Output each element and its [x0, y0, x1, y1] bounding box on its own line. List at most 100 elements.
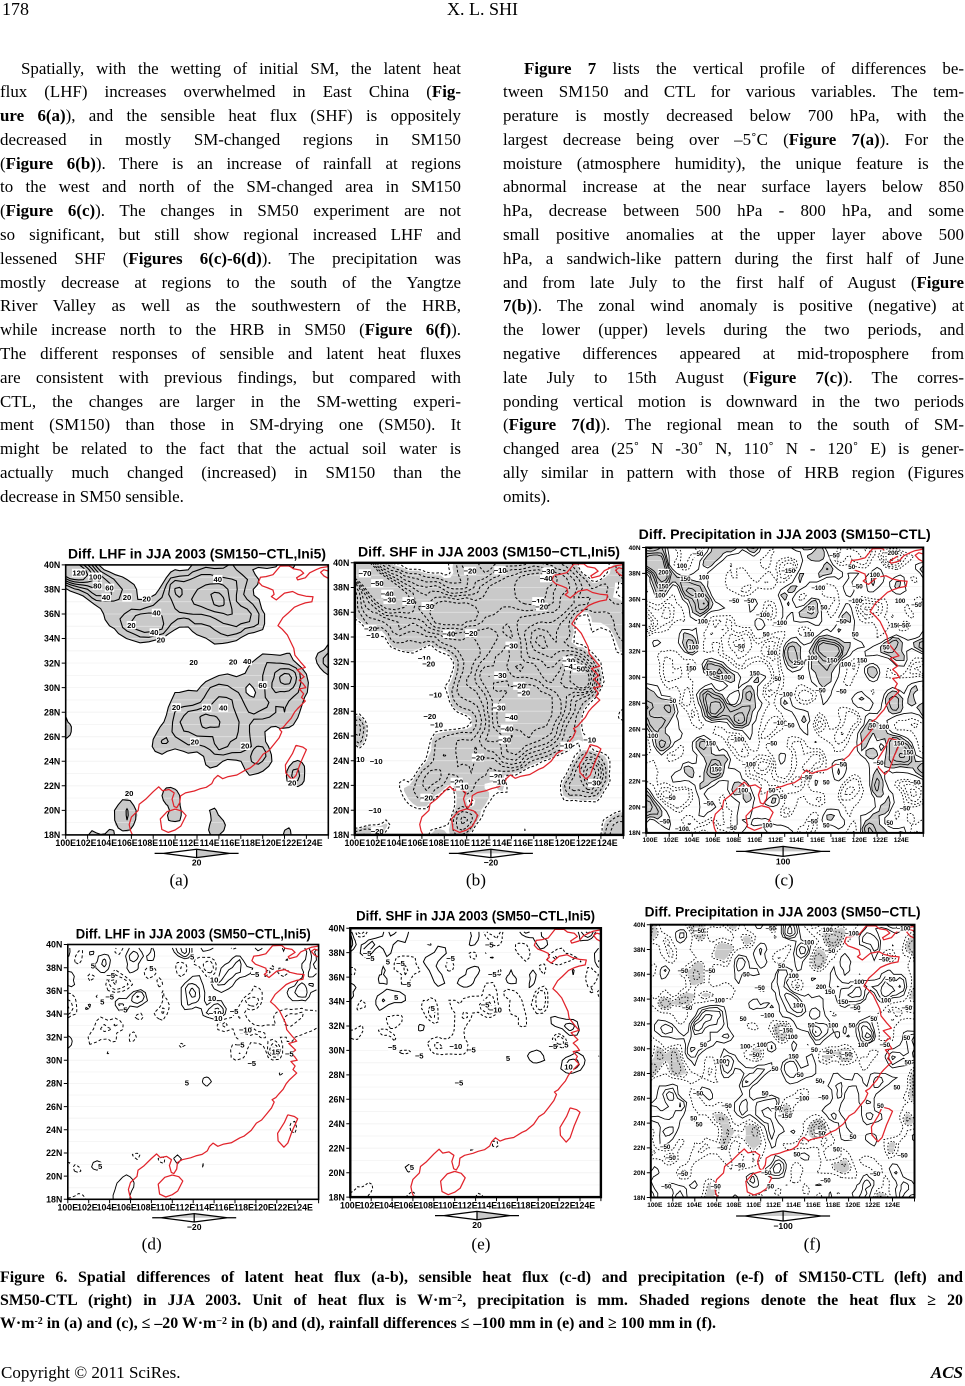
svg-text:−50: −50: [693, 551, 704, 558]
svg-text:−100: −100: [795, 1096, 809, 1103]
svg-text:100: 100: [767, 650, 778, 657]
svg-text:50: 50: [850, 1134, 857, 1141]
svg-text:−100: −100: [742, 761, 756, 768]
svg-text:36N: 36N: [46, 986, 62, 996]
svg-text:20: 20: [191, 737, 200, 746]
svg-text:118E: 118E: [826, 1202, 841, 1209]
svg-text:−10: −10: [429, 690, 442, 699]
svg-text:5: 5: [98, 1162, 103, 1171]
svg-text:100E: 100E: [340, 1200, 361, 1210]
svg-text:10: 10: [214, 1014, 223, 1023]
svg-text:−10: −10: [494, 566, 507, 575]
svg-text:20N: 20N: [329, 1168, 345, 1178]
svg-text:−20: −20: [513, 682, 526, 691]
svg-text:80: 80: [93, 582, 102, 591]
svg-text:Diff. SHF in JJA 2003 (SM50−CT: Diff. SHF in JJA 2003 (SM50−CTL,Ini5): [356, 909, 595, 924]
svg-text:−100: −100: [773, 720, 787, 727]
svg-text:100: 100: [807, 655, 818, 662]
svg-text:124E: 124E: [597, 838, 618, 848]
svg-text:150: 150: [838, 999, 849, 1006]
svg-text:−20: −20: [420, 794, 433, 803]
svg-text:20: 20: [127, 621, 136, 630]
svg-text:−50: −50: [873, 760, 884, 767]
svg-text:38N: 38N: [329, 948, 345, 958]
svg-text:120E: 120E: [845, 1202, 861, 1209]
svg-text:116E: 116E: [513, 838, 533, 848]
svg-text:110E: 110E: [747, 837, 762, 844]
svg-text:−10: −10: [370, 757, 383, 766]
svg-text:26N: 26N: [633, 1096, 645, 1103]
svg-text:−10: −10: [493, 778, 506, 787]
svg-text:5: 5: [185, 1079, 190, 1088]
svg-text:50: 50: [848, 564, 855, 571]
svg-text:100: 100: [841, 662, 852, 669]
svg-text:24N: 24N: [629, 752, 641, 759]
svg-text:122E: 122E: [865, 1202, 881, 1209]
svg-text:150: 150: [711, 767, 722, 774]
svg-text:102E: 102E: [77, 1203, 98, 1213]
svg-text:112E: 112E: [179, 838, 199, 848]
svg-text:30N: 30N: [44, 683, 60, 693]
svg-text:22N: 22N: [46, 1148, 62, 1158]
svg-text:150: 150: [788, 1053, 799, 1060]
svg-text:−5: −5: [247, 1059, 256, 1068]
svg-text:−50: −50: [900, 806, 911, 813]
svg-text:100: 100: [870, 572, 881, 579]
svg-text:32N: 32N: [629, 649, 641, 656]
svg-text:5: 5: [431, 1004, 436, 1013]
svg-text:102E: 102E: [663, 837, 679, 844]
svg-text:18N: 18N: [44, 830, 60, 840]
svg-text:24N: 24N: [329, 1119, 345, 1129]
svg-text:34N: 34N: [633, 996, 645, 1003]
svg-text:−50: −50: [710, 1184, 721, 1191]
svg-text:100: 100: [698, 619, 709, 626]
svg-text:32N: 32N: [329, 1021, 345, 1031]
svg-text:−5: −5: [236, 1041, 245, 1050]
svg-text:50: 50: [780, 794, 787, 801]
svg-text:22N: 22N: [44, 781, 60, 791]
svg-text:22N: 22N: [333, 781, 349, 791]
svg-text:−5: −5: [363, 949, 372, 958]
svg-text:112E: 112E: [471, 838, 491, 848]
svg-text:28N: 28N: [629, 701, 641, 708]
svg-text:100E: 100E: [55, 838, 76, 848]
svg-text:150: 150: [825, 989, 836, 996]
svg-text:10: 10: [564, 1063, 573, 1072]
svg-text:18N: 18N: [333, 830, 349, 840]
svg-text:10: 10: [208, 994, 217, 1003]
svg-text:36N: 36N: [629, 597, 641, 604]
svg-text:50: 50: [833, 1146, 840, 1153]
svg-text:150: 150: [827, 658, 838, 665]
svg-text:122E: 122E: [873, 837, 889, 844]
svg-text:150: 150: [890, 623, 901, 630]
svg-text:32N: 32N: [44, 658, 60, 668]
svg-text:−100: −100: [756, 612, 770, 619]
svg-text:5: 5: [91, 962, 96, 971]
svg-text:−5: −5: [388, 1043, 397, 1052]
svg-text:30N: 30N: [333, 682, 349, 692]
svg-text:150: 150: [686, 665, 697, 672]
svg-text:−50: −50: [836, 689, 847, 696]
svg-text:118E: 118E: [534, 838, 554, 848]
svg-text:40: 40: [152, 609, 161, 618]
svg-text:108E: 108E: [726, 1202, 742, 1209]
svg-text:100: 100: [655, 593, 666, 600]
svg-text:−5: −5: [446, 954, 455, 963]
svg-text:114E: 114E: [477, 1200, 497, 1210]
svg-text:120E: 120E: [852, 837, 868, 844]
svg-text:20: 20: [241, 742, 250, 751]
svg-text:50: 50: [743, 972, 750, 979]
svg-text:124E: 124E: [885, 1202, 901, 1209]
svg-text:40N: 40N: [46, 940, 62, 950]
svg-text:24N: 24N: [44, 757, 60, 767]
svg-text:−50: −50: [852, 584, 863, 591]
svg-text:20N: 20N: [46, 1171, 62, 1181]
svg-text:22N: 22N: [633, 1145, 645, 1152]
svg-text:−50: −50: [694, 928, 705, 935]
svg-text:(e): (e): [471, 1235, 490, 1254]
svg-text:−5: −5: [488, 970, 497, 979]
svg-text:120E: 120E: [536, 1200, 557, 1210]
svg-text:−30: −30: [493, 703, 506, 712]
svg-text:−100: −100: [811, 585, 825, 592]
svg-text:−10: −10: [489, 1005, 502, 1014]
